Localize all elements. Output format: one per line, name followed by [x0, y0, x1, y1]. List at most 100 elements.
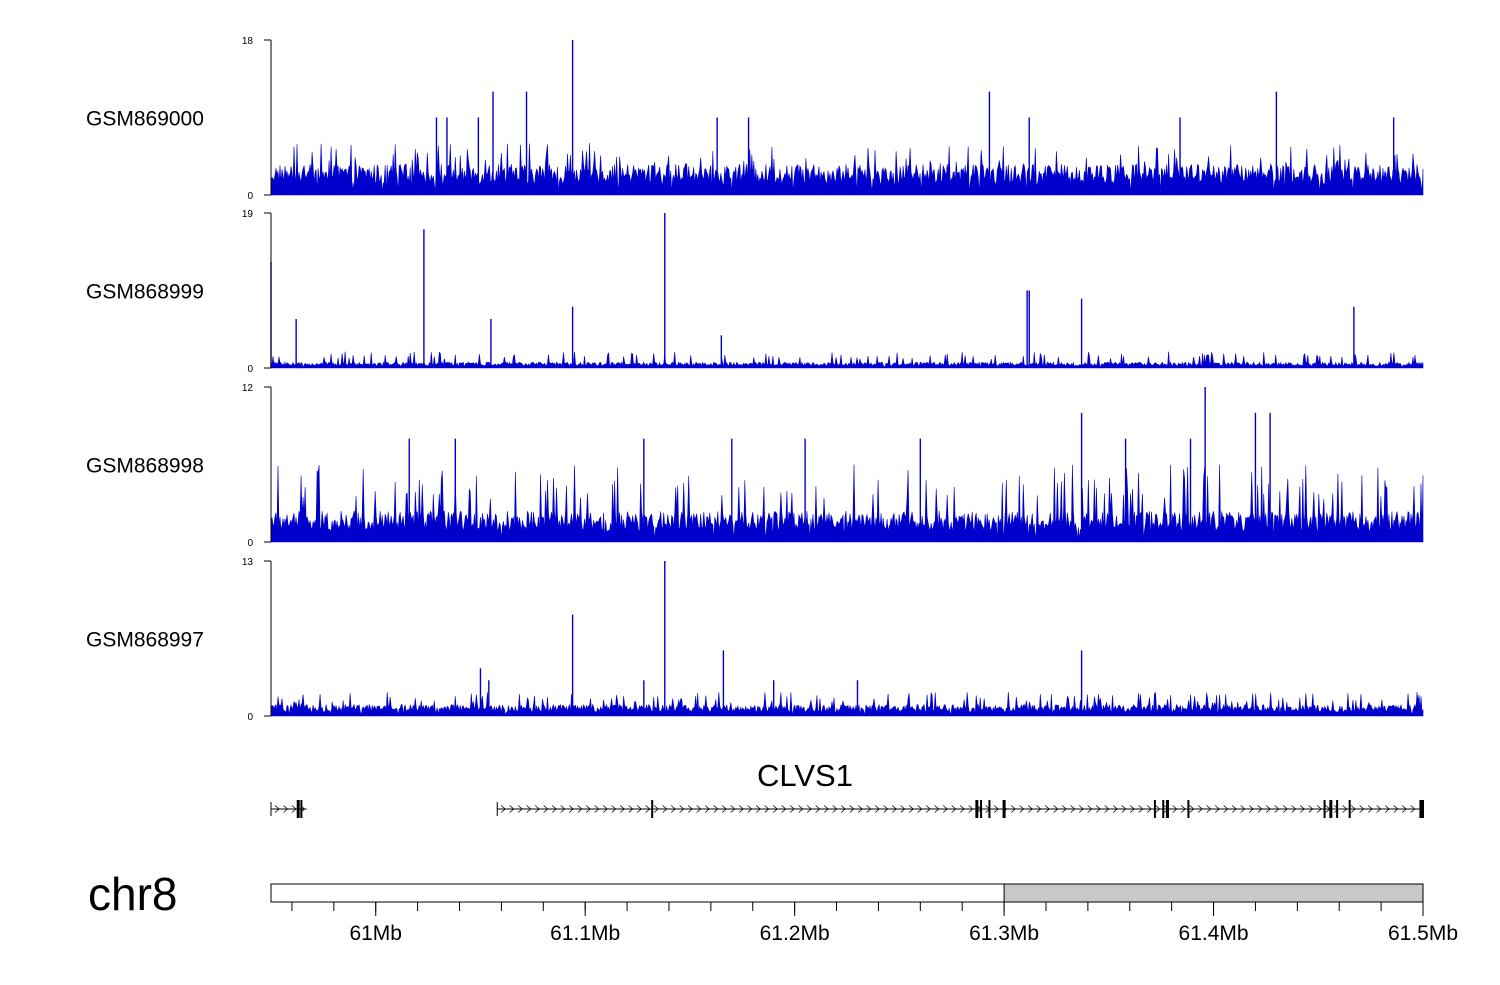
axis-tick-label: 61.1Mb	[550, 922, 620, 945]
strand-arrow	[747, 805, 753, 813]
y-tick-label: 12	[242, 383, 254, 394]
strand-arrow	[1027, 805, 1033, 813]
strand-arrow	[1376, 805, 1382, 813]
strand-arrow	[291, 805, 297, 813]
strand-arrow	[560, 805, 566, 813]
strand-arrow	[662, 805, 668, 813]
strand-arrow	[1155, 805, 1161, 813]
strand-arrow	[611, 805, 617, 813]
strand-arrow	[602, 805, 608, 813]
strand-arrow	[968, 805, 974, 813]
strand-arrow	[1112, 805, 1118, 813]
strand-arrow	[1401, 805, 1407, 813]
strand-arrow	[1189, 805, 1195, 813]
strand-arrow	[645, 805, 651, 813]
y-tick-label: 13	[242, 557, 254, 568]
strand-arrow	[619, 805, 625, 813]
exon-block	[1336, 800, 1339, 818]
y-tick-label: 0	[247, 191, 253, 202]
strand-arrow	[1146, 805, 1152, 813]
strand-arrow	[1070, 805, 1076, 813]
strand-arrow	[1087, 805, 1093, 813]
strand-arrow	[772, 805, 778, 813]
exon-block	[1323, 800, 1326, 818]
strand-arrow	[883, 805, 889, 813]
strand-arrow	[815, 805, 821, 813]
signal-area	[270, 691, 1424, 717]
strand-arrow	[1129, 805, 1135, 813]
gene-track: CLVS1	[270, 758, 1424, 818]
exon-block	[988, 800, 991, 818]
strand-arrow	[1214, 805, 1220, 813]
strand-arrow	[517, 805, 523, 813]
strand-arrow	[1095, 805, 1101, 813]
strand-arrow	[730, 805, 736, 813]
strand-arrow	[1223, 805, 1229, 813]
strand-arrow	[274, 805, 280, 813]
strand-arrow	[874, 805, 880, 813]
strand-arrow	[577, 805, 583, 813]
track-label: GSM869000	[86, 108, 204, 131]
strand-arrow	[1308, 805, 1314, 813]
strand-arrow	[840, 805, 846, 813]
highlight-region	[1003, 883, 1424, 903]
strand-arrow	[1138, 805, 1144, 813]
strand-arrow	[1053, 805, 1059, 813]
chromosome-label: chr8	[88, 868, 177, 920]
axis-tick-label: 61.4Mb	[1179, 922, 1249, 945]
strand-arrow	[823, 805, 829, 813]
strand-arrow	[1316, 805, 1322, 813]
strand-arrow	[866, 805, 872, 813]
strand-arrow	[1342, 805, 1348, 813]
y-tick-label: 19	[242, 209, 254, 220]
gene-label: CLVS1	[757, 758, 853, 793]
exon-block	[1187, 800, 1190, 818]
signal-area	[270, 351, 1424, 369]
track-label: GSM868997	[86, 629, 204, 652]
strand-arrow	[283, 805, 289, 813]
strand-arrow	[585, 805, 591, 813]
exon-block	[975, 800, 979, 818]
exon-block	[1419, 800, 1423, 818]
strand-arrow	[1393, 805, 1399, 813]
track-label: GSM868999	[86, 281, 204, 304]
strand-arrow	[704, 805, 710, 813]
strand-arrow	[1333, 805, 1339, 813]
strand-arrow	[1299, 805, 1305, 813]
strand-arrow	[696, 805, 702, 813]
strand-arrow	[1274, 805, 1280, 813]
exon-block	[1162, 800, 1165, 818]
strand-arrow	[543, 805, 549, 813]
strand-arrow	[806, 805, 812, 813]
strand-arrow	[1248, 805, 1254, 813]
strand-arrow	[1197, 805, 1203, 813]
y-tick-label: 0	[247, 538, 253, 549]
strand-arrow	[687, 805, 693, 813]
strand-arrow	[679, 805, 685, 813]
strand-arrow	[1121, 805, 1127, 813]
strand-arrow	[1231, 805, 1237, 813]
strand-arrow	[1044, 805, 1050, 813]
track-GSM868999: 19 0 GSM868999	[86, 209, 1424, 375]
strand-arrow	[781, 805, 787, 813]
strand-arrow	[636, 805, 642, 813]
axis-tick-label: 61Mb	[349, 922, 402, 945]
strand-arrow	[721, 805, 727, 813]
exon-block	[1329, 800, 1333, 818]
gene-segment	[496, 802, 1423, 816]
strand-arrow	[942, 805, 948, 813]
strand-arrow	[900, 805, 906, 813]
exon-block	[1002, 800, 1006, 818]
strand-arrow	[1061, 805, 1067, 813]
strand-arrow	[670, 805, 676, 813]
exon-block	[296, 800, 300, 818]
y-tick-label: 18	[242, 36, 254, 47]
strand-arrow	[764, 805, 770, 813]
axis-tick-label: 61.3Mb	[969, 922, 1039, 945]
strand-arrow	[1078, 805, 1084, 813]
strand-arrow	[917, 805, 923, 813]
strand-arrow	[1019, 805, 1025, 813]
strand-arrow	[509, 805, 515, 813]
